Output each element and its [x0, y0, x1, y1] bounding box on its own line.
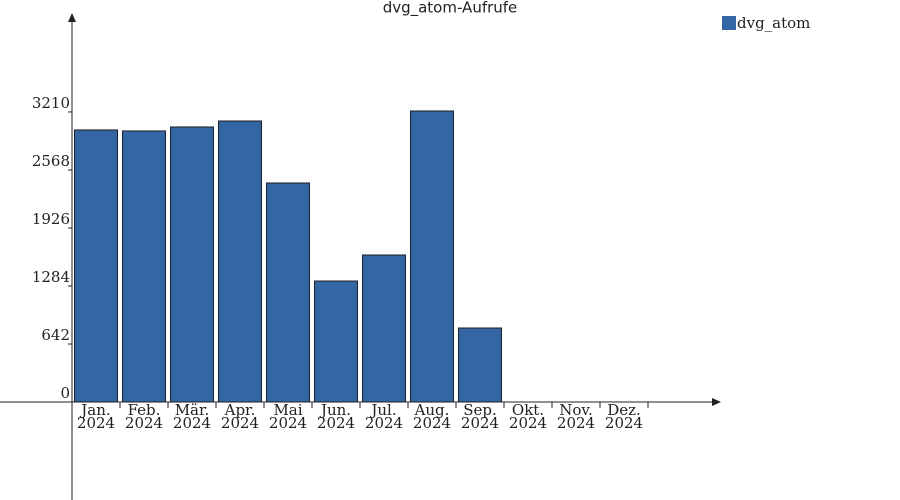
x-tick-label: Aug. 2024	[412, 401, 452, 432]
x-tick-label: Apr. 2024	[220, 401, 260, 432]
x-tick-label: Jan. 2024	[76, 401, 116, 432]
bar	[314, 280, 358, 403]
y-tick-label: 2568	[32, 152, 70, 170]
y-tick-label: 1284	[32, 268, 70, 286]
bar	[410, 110, 454, 403]
bar	[122, 130, 166, 403]
bar	[458, 327, 502, 403]
bar	[218, 120, 262, 403]
y-tick-label: 3210	[32, 94, 70, 112]
bar	[74, 129, 118, 403]
x-tick-label: Okt. 2024	[508, 401, 548, 432]
x-tick-label: Mär. 2024	[172, 401, 212, 432]
bar	[170, 126, 214, 403]
x-tick-label: Dez. 2024	[604, 401, 644, 432]
y-tick-label: 1926	[32, 210, 70, 228]
x-tick-label: Mai 2024	[268, 401, 308, 432]
x-tick-label: Feb. 2024	[124, 401, 164, 432]
bar	[362, 254, 406, 403]
y-axis-arrow	[68, 13, 76, 22]
x-tick-label: Jun. 2024	[316, 401, 356, 432]
x-axis-arrow	[712, 398, 721, 406]
x-tick-label: Sep. 2024	[460, 401, 500, 432]
chart-title: dvg_atom-Aufrufe	[383, 0, 518, 18]
bar	[266, 182, 310, 403]
y-tick-label: 0	[60, 384, 70, 402]
legend-label: dvg_atom	[737, 14, 810, 32]
x-tick-label: Jul. 2024	[364, 401, 404, 432]
x-tick-label: Nov. 2024	[556, 401, 596, 432]
legend-swatch	[722, 16, 736, 30]
y-tick-label: 642	[41, 326, 70, 344]
